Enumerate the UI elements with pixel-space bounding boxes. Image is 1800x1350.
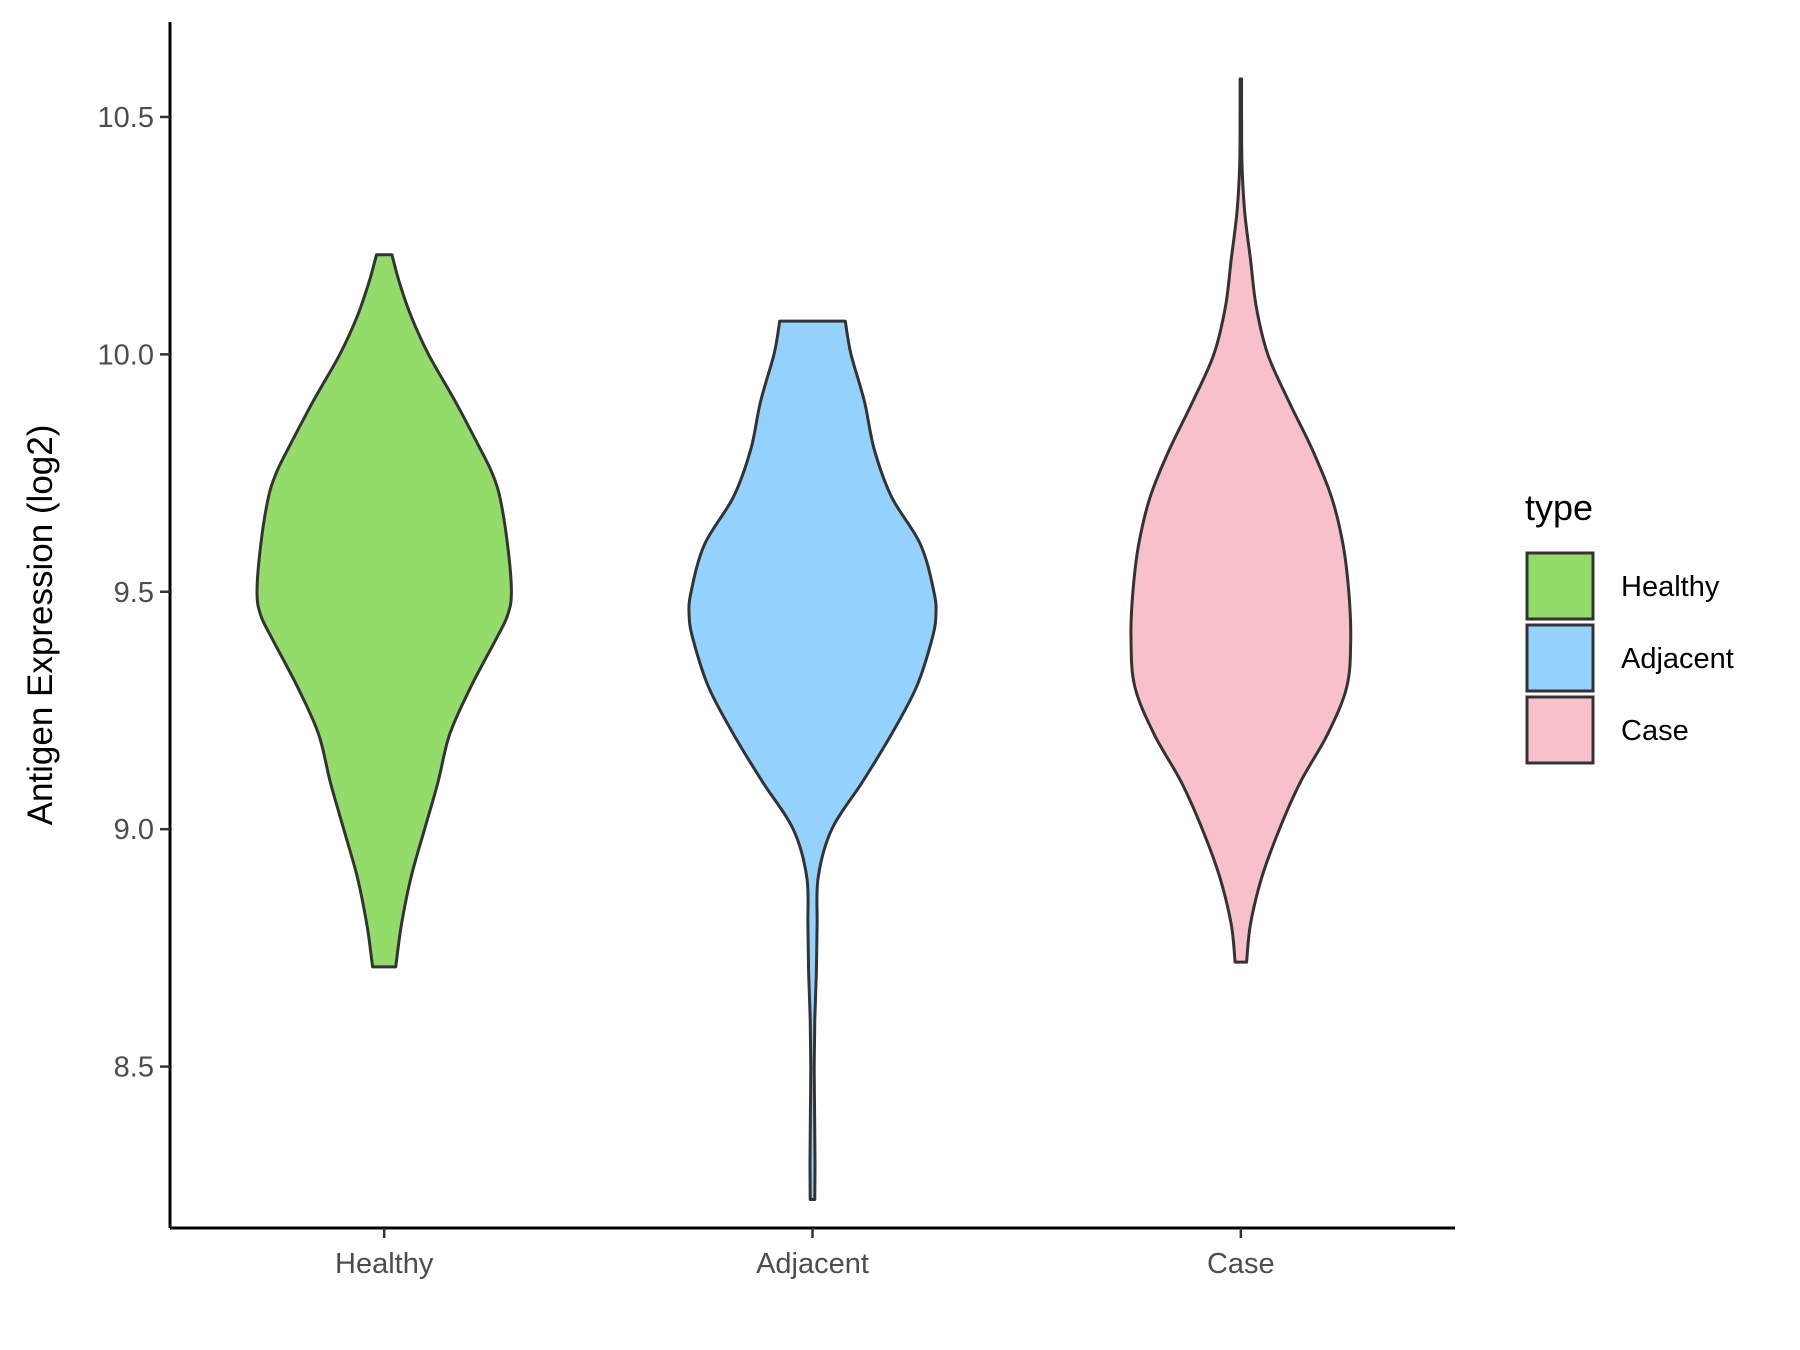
axes: 8.5 9.0 9.5 10.0 10.5 Healthy Adjacent Case Anti… <box>21 22 1455 1280</box>
y-tick-label: 10.5 <box>98 102 154 134</box>
violin-adjacent <box>687 319 938 1201</box>
legend-label-case: Case <box>1621 715 1689 747</box>
legend-label-healthy: Healthy <box>1621 571 1720 603</box>
y-tick-label: 8.5 <box>114 1052 154 1084</box>
y-tick-label: 9.0 <box>114 814 154 846</box>
legend: type Healthy Adjacent Case <box>1525 487 1734 765</box>
y-axis-title: Antigen Expression (log2) <box>21 425 60 826</box>
y-tick-label: 9.5 <box>114 577 154 609</box>
violins <box>255 77 1353 1201</box>
violin-healthy <box>255 253 513 969</box>
x-tick-label: Healthy <box>335 1248 434 1280</box>
legend-key-adjacent <box>1525 623 1595 693</box>
legend-key-case <box>1525 695 1595 765</box>
x-tick-label: Adjacent <box>756 1248 869 1280</box>
legend-label-adjacent: Adjacent <box>1621 643 1734 675</box>
violin-case <box>1129 77 1353 964</box>
legend-key-healthy <box>1525 551 1595 621</box>
y-tick-label: 10.0 <box>98 339 154 371</box>
x-tick-label: Case <box>1207 1248 1275 1280</box>
legend-title: type <box>1525 487 1593 528</box>
